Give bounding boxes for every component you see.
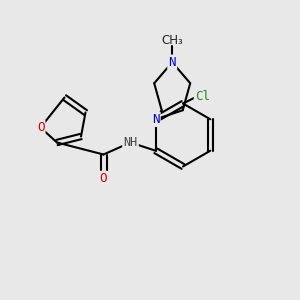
- Text: O: O: [100, 172, 107, 185]
- Text: N: N: [169, 56, 176, 69]
- Text: NH: NH: [123, 136, 138, 149]
- Text: O: O: [37, 121, 44, 134]
- Text: Cl: Cl: [195, 89, 210, 103]
- Text: CH₃: CH₃: [161, 34, 183, 47]
- Text: N: N: [152, 113, 160, 126]
